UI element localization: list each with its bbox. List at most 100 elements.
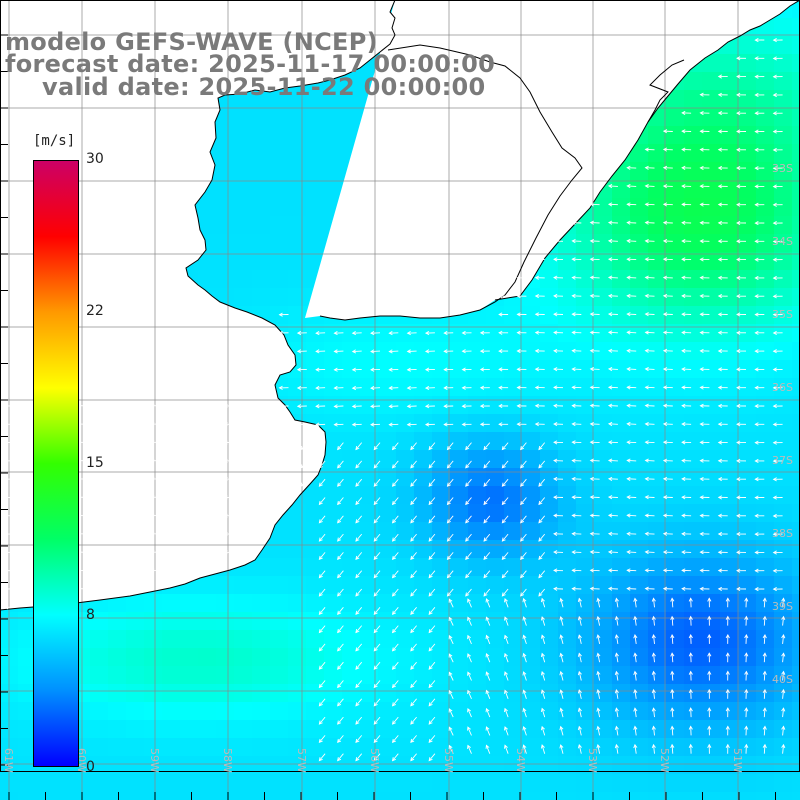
wind-arrowhead: [699, 275, 704, 280]
wind-arrowhead: [485, 671, 490, 676]
wind-arrowhead: [644, 403, 649, 408]
wind-arrowhead: [644, 440, 649, 445]
wind-arrowhead: [626, 257, 631, 262]
wind-arrow: [578, 635, 582, 645]
wind-arrowhead: [670, 670, 675, 675]
wind-arrow: [782, 598, 784, 608]
wind-arrowhead: [633, 670, 638, 676]
lat-label: 39S: [772, 600, 793, 613]
lagoon-coast: [647, 59, 685, 123]
wind-arrowhead: [662, 476, 668, 482]
wind-arrowhead: [410, 757, 415, 762]
wind-arrowhead: [754, 166, 759, 171]
wind-arrowhead: [596, 743, 601, 749]
wind-arrowhead: [315, 385, 320, 391]
wind-arrow: [337, 497, 344, 505]
wind-arrowhead: [501, 592, 506, 597]
wind-arrowhead: [559, 689, 564, 694]
wind-arrowhead: [4, 477, 9, 482]
wind-arrowhead: [571, 568, 576, 573]
wind-arrowhead: [132, 531, 137, 536]
wind-arrowhead: [644, 220, 649, 225]
wind-arrowhead: [772, 257, 777, 262]
wind-arrowhead: [448, 689, 453, 695]
wind-arrowhead: [315, 422, 320, 427]
wind-arrow: [634, 653, 637, 663]
wind-arrowhead: [534, 348, 540, 354]
wind-arrowhead: [553, 586, 558, 591]
wind-arrowhead: [187, 440, 192, 445]
wind-arrowhead: [391, 555, 396, 561]
wind-arrowhead: [205, 568, 210, 573]
wind-arrowhead: [296, 330, 302, 336]
wind-arrowhead: [479, 349, 485, 354]
wind-arrowhead: [736, 385, 741, 390]
wind-arrow: [541, 726, 546, 736]
wind-arrowhead: [571, 367, 576, 372]
wind-arrowhead: [772, 111, 777, 116]
wind-arrow: [410, 661, 417, 670]
wind-arrowhead: [483, 592, 488, 597]
wind-arrow: [373, 643, 381, 652]
wind-arrowhead: [607, 440, 613, 445]
wind-arrowhead: [534, 330, 540, 335]
wind-arrowhead: [589, 568, 594, 573]
wind-arrow: [502, 570, 509, 578]
wind-arrowhead: [113, 586, 119, 591]
wind-arrowhead: [577, 652, 582, 657]
wind-arrowhead: [553, 531, 558, 536]
wind-arrowhead: [522, 689, 527, 694]
wind-arrowhead: [754, 586, 759, 592]
wind-arrowhead: [485, 689, 490, 694]
wind-arrow: [597, 616, 601, 626]
wind-arrow: [653, 653, 655, 663]
wind-arrowhead: [355, 720, 360, 725]
wind-arrowhead: [391, 519, 396, 524]
wind-arrowhead: [607, 367, 613, 372]
wind-arrow: [597, 671, 601, 681]
wind-arrowhead: [559, 597, 564, 603]
wind-arrowhead: [614, 615, 619, 621]
wind-arrowhead: [754, 239, 759, 244]
wind-arrow: [560, 726, 564, 736]
wind-arrowhead: [596, 689, 601, 694]
wind-arrowhead: [355, 610, 360, 615]
wind-arrow: [428, 716, 436, 725]
wind-arrowhead: [571, 257, 576, 262]
wind-arrowhead: [520, 464, 525, 469]
wind-arrow: [410, 460, 417, 469]
wind-arrow: [782, 653, 784, 663]
wind-arrowhead: [373, 720, 378, 725]
wind-arrowhead: [681, 476, 686, 482]
wind-arrowhead: [448, 653, 453, 658]
wind-arrowhead: [95, 440, 100, 445]
wind-arrow: [502, 552, 509, 560]
wind-arrowhead: [762, 707, 767, 712]
wind-arrow: [634, 671, 637, 681]
wind-arrowhead: [699, 568, 704, 573]
wind-arrow: [541, 616, 546, 626]
wind-arrowhead: [607, 513, 613, 518]
wind-arrowhead: [717, 147, 723, 152]
wind-arrowhead: [651, 670, 656, 675]
wind-arrow: [428, 442, 436, 450]
wind-arrowhead: [113, 476, 119, 481]
wind-arrowhead: [772, 38, 777, 43]
wind-arrowhead: [150, 421, 155, 427]
wind-arrow: [428, 661, 436, 670]
wind-arrowhead: [681, 293, 686, 299]
wind-arrow: [337, 442, 344, 450]
wind-arrowhead: [410, 574, 415, 579]
wind-arrowhead: [736, 111, 741, 116]
wind-arrowhead: [699, 184, 704, 189]
wind-arrow: [763, 634, 766, 644]
wind-arrowhead: [95, 550, 100, 555]
wind-arrowhead: [772, 477, 777, 482]
wind-arrowhead: [540, 744, 545, 749]
wind-arrowhead: [772, 147, 777, 152]
wind-arrowhead: [662, 495, 668, 500]
wind-arrow: [392, 515, 399, 524]
wind-arrowhead: [754, 513, 759, 518]
wind-arrowhead: [461, 367, 466, 372]
wind-arrowhead: [614, 670, 619, 676]
